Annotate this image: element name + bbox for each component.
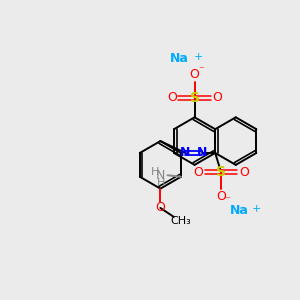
- Text: N: N: [156, 169, 166, 182]
- Text: Na: Na: [170, 52, 189, 65]
- Text: O: O: [155, 202, 165, 214]
- Text: O: O: [239, 166, 249, 179]
- Text: +: +: [252, 204, 262, 214]
- Text: ⁻: ⁻: [198, 65, 204, 75]
- Text: Na: Na: [230, 203, 248, 217]
- Text: O: O: [193, 166, 203, 179]
- Text: O: O: [212, 92, 222, 104]
- Text: S: S: [190, 91, 200, 105]
- Text: H: H: [151, 167, 159, 177]
- Text: S: S: [216, 165, 226, 179]
- Text: O: O: [167, 92, 177, 104]
- Text: H: H: [157, 178, 165, 188]
- Text: O: O: [190, 68, 200, 81]
- Text: O: O: [216, 190, 226, 202]
- Text: ⁻: ⁻: [225, 195, 231, 205]
- Text: CH₃: CH₃: [171, 216, 192, 226]
- Text: N: N: [196, 146, 207, 160]
- Text: +: +: [194, 52, 203, 62]
- Text: N: N: [180, 146, 190, 160]
